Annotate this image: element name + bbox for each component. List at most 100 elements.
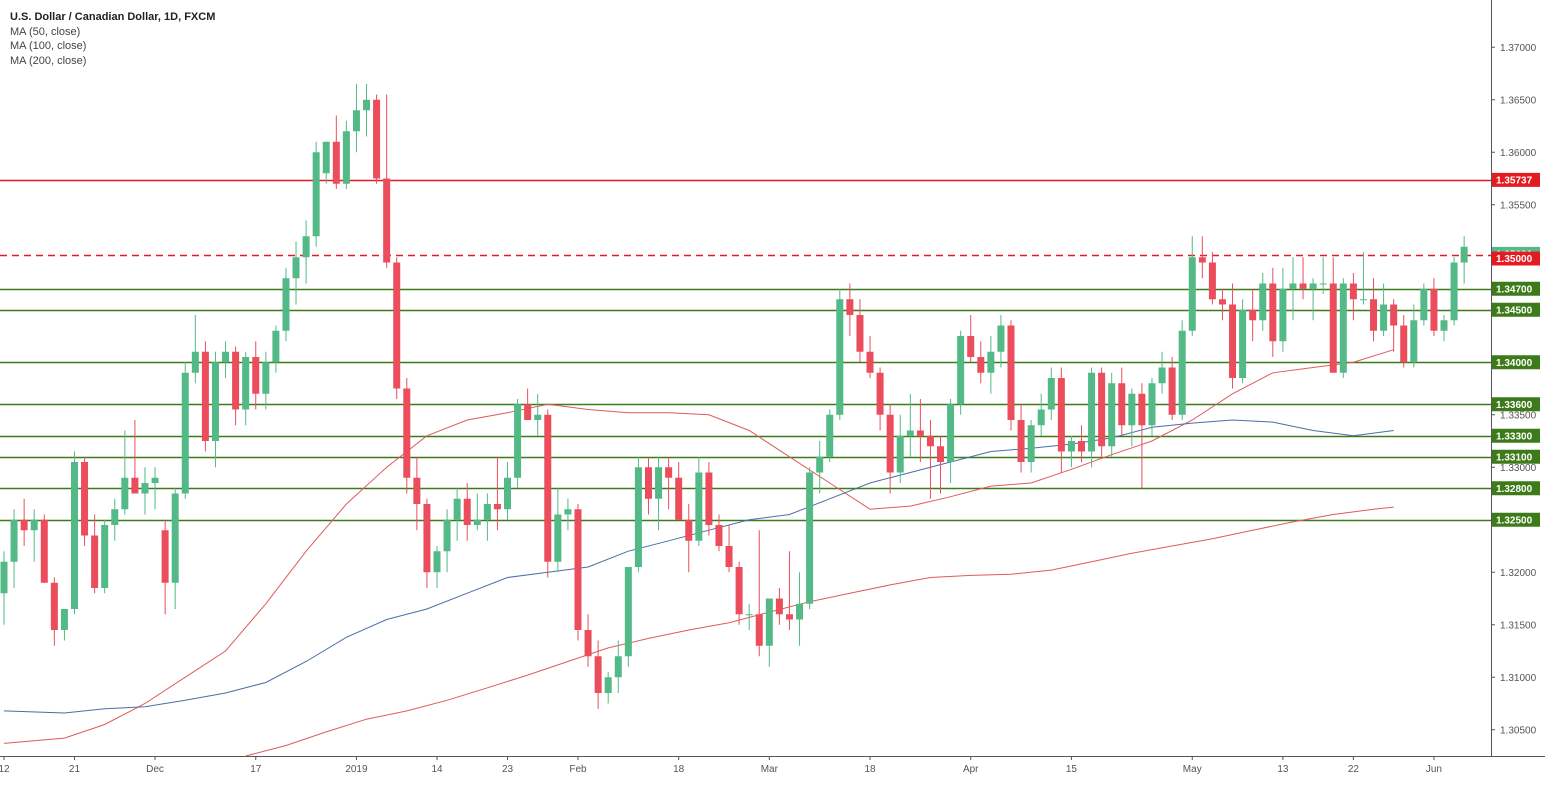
candle-53 — [534, 393, 542, 436]
candle-88 — [886, 404, 894, 494]
candle-122 — [1229, 283, 1237, 389]
candle-body — [534, 414, 542, 420]
price-axis-background — [1491, 0, 1545, 786]
candle-body — [1088, 372, 1096, 452]
candle-102 — [1027, 420, 1035, 473]
candle-body — [1178, 330, 1186, 415]
candle-50 — [504, 462, 511, 520]
candle-body — [201, 351, 209, 441]
candle-43 — [433, 546, 441, 588]
xtick-label-0: 12 — [0, 764, 10, 775]
candle-body — [1027, 425, 1035, 462]
candle-64 — [644, 456, 652, 515]
badge-label: 1.32500 — [1496, 515, 1533, 526]
candle-124 — [1249, 288, 1257, 342]
xtick-label-9: Mar — [761, 764, 779, 775]
candle-body — [1390, 304, 1398, 326]
candle-68 — [685, 504, 693, 573]
candle-body — [725, 546, 733, 567]
candle-body — [1359, 299, 1367, 301]
candle-body — [1370, 299, 1378, 331]
candle-body — [393, 262, 401, 389]
candle-104 — [1047, 367, 1055, 420]
candle-body — [473, 519, 481, 525]
badge-label: 1.32800 — [1496, 484, 1533, 495]
candle-140 — [1410, 304, 1418, 368]
badge-bg — [1492, 172, 1540, 187]
badge-bg — [1492, 512, 1540, 527]
ytick-label-13: 1.30500 — [1500, 725, 1537, 736]
candle-body — [1208, 262, 1216, 300]
xtick-label-7: Feb — [569, 764, 587, 775]
candle-body — [483, 504, 491, 520]
candle-body — [1410, 320, 1418, 363]
candle-body — [1229, 304, 1237, 378]
ytick-label-2: 1.36000 — [1500, 148, 1537, 159]
candle-73 — [735, 561, 743, 625]
level-badge-8: 1.32800 — [1492, 481, 1540, 496]
candle-body — [131, 477, 139, 494]
ytick-label-7: 1.33500 — [1500, 410, 1537, 421]
candle-body — [604, 677, 612, 693]
candle-body — [1319, 283, 1327, 285]
candle-145 — [1460, 236, 1468, 284]
candle-body — [211, 362, 219, 441]
candle-body — [1430, 288, 1438, 331]
candle-body — [1440, 320, 1448, 331]
candle-20 — [201, 341, 209, 452]
xtick-label-14: 13 — [1277, 764, 1289, 775]
candle-body — [1128, 393, 1136, 426]
candle-body — [685, 519, 693, 541]
candle-body — [1158, 367, 1166, 384]
candle-51 — [514, 399, 522, 489]
candle-body — [242, 357, 250, 410]
candle-114 — [1148, 378, 1156, 436]
badge-label: 1.35000 — [1496, 254, 1533, 265]
candle-30 — [302, 220, 310, 284]
candle-117 — [1178, 320, 1186, 420]
candle-76 — [765, 598, 773, 667]
candle-body — [1420, 288, 1428, 321]
badge-bg — [1492, 481, 1540, 496]
candle-body — [383, 178, 391, 263]
candle-body — [675, 477, 683, 520]
badge-bg — [1492, 251, 1540, 266]
candle-body — [866, 351, 874, 373]
candle-body — [846, 299, 854, 315]
candle-129 — [1299, 257, 1307, 300]
candle-body — [997, 325, 1005, 352]
candle-61 — [614, 640, 622, 693]
candle-body — [1198, 257, 1206, 263]
candle-body — [262, 362, 270, 394]
candle-body — [937, 446, 945, 462]
candle-144 — [1450, 257, 1458, 326]
candle-75 — [755, 530, 763, 657]
candle-7 — [70, 451, 78, 615]
candle-body — [967, 336, 975, 357]
candle-141 — [1420, 283, 1428, 326]
candle-body — [91, 535, 99, 588]
ytick-label-8: 1.33000 — [1500, 463, 1537, 474]
candle-body — [1460, 246, 1468, 263]
candle-body — [161, 530, 169, 583]
candle-body — [644, 467, 652, 499]
candle-91 — [916, 399, 924, 462]
candle-body — [755, 614, 763, 646]
candle-56 — [564, 498, 572, 531]
candle-body — [342, 131, 350, 184]
candle-94 — [947, 399, 955, 483]
badge-bg — [1492, 302, 1540, 317]
candle-105 — [1057, 367, 1065, 473]
candle-83 — [836, 288, 844, 420]
xtick-label-12: 15 — [1066, 764, 1078, 775]
candle-body — [423, 504, 431, 573]
ytick-label-12: 1.31000 — [1500, 673, 1537, 684]
candle-body — [1299, 283, 1307, 289]
candle-body — [504, 477, 511, 510]
candle-80 — [806, 467, 814, 609]
candle-body — [926, 435, 934, 447]
ytick-label-3: 1.35500 — [1500, 200, 1537, 211]
candle-23 — [232, 346, 240, 426]
candle-body — [1037, 409, 1045, 426]
